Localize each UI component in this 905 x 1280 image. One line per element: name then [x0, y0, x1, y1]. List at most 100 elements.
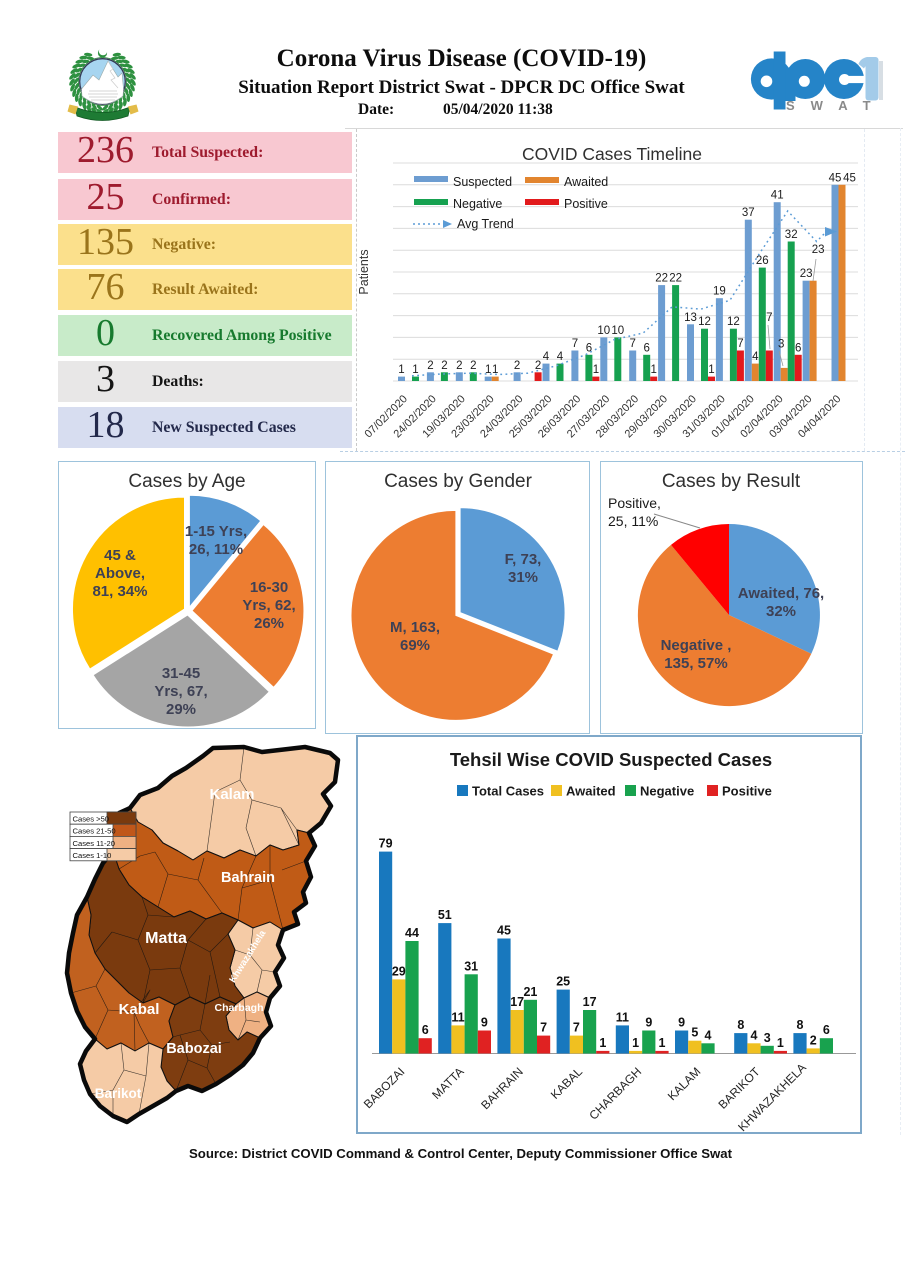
svg-text:79: 79	[379, 837, 393, 851]
svg-text:11: 11	[616, 1010, 629, 1024]
svg-text:32%: 32%	[766, 603, 796, 620]
svg-text:45: 45	[497, 924, 511, 938]
svg-text:Awaited: Awaited	[566, 784, 616, 799]
svg-text:1: 1	[650, 364, 656, 376]
svg-text:Suspected: Suspected	[453, 175, 512, 189]
svg-text:Kabal: Kabal	[119, 1001, 160, 1018]
svg-text:22: 22	[669, 273, 682, 285]
svg-text:2: 2	[535, 360, 541, 372]
svg-text:Babozai: Babozai	[166, 1041, 222, 1057]
svg-text:COVID Cases Timeline: COVID Cases Timeline	[522, 144, 702, 164]
svg-text:11: 11	[451, 1010, 464, 1024]
svg-text:Awaited, 76,: Awaited, 76,	[738, 585, 824, 602]
svg-text:25: 25	[556, 975, 570, 989]
svg-text:Yrs, 67,: Yrs, 67,	[154, 683, 207, 700]
svg-text:Charbagh: Charbagh	[214, 1002, 263, 1014]
svg-text:16-30: 16-30	[250, 579, 288, 596]
svg-text:4: 4	[557, 351, 564, 363]
svg-text:8: 8	[737, 1018, 744, 1032]
svg-text:4: 4	[752, 351, 759, 363]
svg-text:Yrs, 62,: Yrs, 62,	[242, 597, 295, 614]
svg-text:32: 32	[785, 229, 798, 241]
svg-text:13: 13	[684, 312, 697, 324]
svg-text:3: 3	[778, 338, 784, 350]
svg-text:3: 3	[764, 1031, 771, 1045]
svg-text:26, 11%: 26, 11%	[189, 541, 243, 558]
svg-text:Negative: Negative	[453, 197, 502, 211]
svg-text:Tehsil Wise COVID Suspected Ca: Tehsil Wise COVID Suspected Cases	[450, 749, 772, 770]
svg-text:45 &: 45 &	[104, 547, 136, 564]
svg-text:Barikot: Barikot	[95, 1086, 142, 1101]
svg-text:9: 9	[678, 1016, 685, 1030]
svg-text:1: 1	[599, 1036, 606, 1050]
svg-text:6: 6	[823, 1023, 830, 1037]
svg-text:2: 2	[810, 1033, 817, 1047]
svg-text:1-15 Yrs,: 1-15 Yrs,	[185, 523, 247, 540]
svg-text:135, 57%: 135, 57%	[664, 655, 727, 672]
svg-text:45: 45	[843, 172, 856, 184]
svg-text:2: 2	[514, 360, 520, 372]
svg-text:19: 19	[713, 286, 726, 298]
svg-text:7: 7	[737, 338, 743, 350]
svg-text:23: 23	[812, 244, 825, 256]
svg-text:Cases 1-10: Cases 1-10	[73, 851, 112, 860]
svg-text:31-45: 31-45	[162, 665, 200, 682]
svg-text:21: 21	[523, 985, 537, 999]
svg-text:17: 17	[510, 995, 524, 1009]
svg-text:2: 2	[427, 360, 433, 372]
svg-text:12: 12	[698, 316, 711, 328]
svg-text:Above,: Above,	[95, 565, 145, 582]
svg-text:Negative ,: Negative ,	[661, 637, 732, 654]
svg-text:2: 2	[441, 360, 447, 372]
svg-text:Cases by Age: Cases by Age	[128, 471, 245, 492]
svg-text:41: 41	[771, 190, 784, 202]
svg-text:Bahrain: Bahrain	[221, 870, 275, 886]
svg-text:SWAT: SWAT	[786, 98, 885, 113]
svg-text:7: 7	[629, 338, 635, 350]
svg-text:6: 6	[422, 1023, 429, 1037]
svg-text:6: 6	[586, 342, 592, 354]
svg-text:26: 26	[756, 255, 769, 267]
svg-text:44: 44	[405, 926, 419, 940]
svg-text:7: 7	[540, 1021, 547, 1035]
svg-text:2: 2	[456, 360, 462, 372]
svg-text:1: 1	[398, 364, 404, 376]
svg-text:Positive: Positive	[564, 197, 608, 211]
svg-text:37: 37	[742, 207, 755, 219]
svg-text:23: 23	[800, 268, 813, 280]
svg-text:1: 1	[412, 364, 418, 376]
svg-text:12: 12	[727, 316, 740, 328]
svg-text:29: 29	[392, 964, 406, 978]
svg-text:Cases >50: Cases >50	[73, 815, 110, 824]
svg-text:10: 10	[597, 325, 610, 337]
svg-text:Cases by Result: Cases by Result	[662, 471, 801, 492]
svg-text:6: 6	[643, 342, 649, 354]
svg-text:Patients: Patients	[357, 249, 371, 294]
svg-text:17: 17	[583, 995, 597, 1009]
svg-text:Cases 11-20: Cases 11-20	[73, 839, 116, 848]
svg-text:1: 1	[593, 364, 599, 376]
svg-text:Positive,: Positive,	[608, 495, 661, 511]
svg-text:Total Cases: Total Cases	[472, 784, 544, 799]
svg-text:4: 4	[705, 1028, 712, 1042]
svg-text:4: 4	[751, 1028, 758, 1042]
svg-text:1: 1	[659, 1036, 666, 1050]
svg-text:51: 51	[438, 908, 452, 922]
svg-text:31: 31	[464, 959, 478, 973]
svg-text:10: 10	[611, 325, 624, 337]
svg-text:Awaited: Awaited	[564, 175, 608, 189]
svg-text:8: 8	[797, 1018, 804, 1032]
svg-text:81, 34%: 81, 34%	[92, 583, 147, 600]
svg-text:29%: 29%	[166, 701, 196, 718]
svg-text:9: 9	[481, 1016, 488, 1030]
svg-text:Cases by Gender: Cases by Gender	[384, 471, 533, 492]
svg-text:Matta: Matta	[145, 930, 187, 947]
svg-text:7: 7	[766, 312, 772, 324]
svg-text:1: 1	[777, 1036, 784, 1050]
svg-text:Kalam: Kalam	[209, 786, 254, 803]
svg-text:6: 6	[795, 342, 801, 354]
svg-text:22: 22	[655, 273, 668, 285]
svg-text:Positive: Positive	[722, 784, 772, 799]
svg-text:1: 1	[632, 1036, 639, 1050]
svg-text:7: 7	[572, 338, 578, 350]
